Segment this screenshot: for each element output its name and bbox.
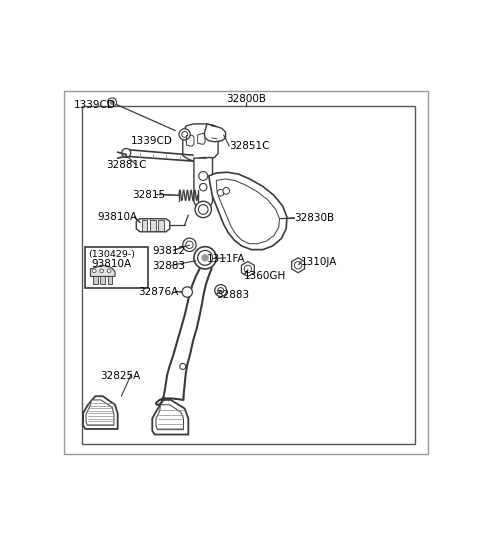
Polygon shape xyxy=(86,400,114,425)
Text: 32800B: 32800B xyxy=(226,93,266,104)
Circle shape xyxy=(223,187,229,194)
Polygon shape xyxy=(136,219,170,232)
Text: 93812: 93812 xyxy=(152,246,185,256)
Text: 93810A: 93810A xyxy=(92,259,132,269)
Bar xyxy=(83,106,415,444)
Circle shape xyxy=(92,269,96,273)
Polygon shape xyxy=(241,261,254,276)
Text: 1360GH: 1360GH xyxy=(244,271,287,281)
Text: 32825A: 32825A xyxy=(100,371,141,381)
Polygon shape xyxy=(209,172,287,249)
Circle shape xyxy=(202,254,208,261)
Text: 32881C: 32881C xyxy=(107,160,147,170)
Text: 32883: 32883 xyxy=(216,290,250,300)
Circle shape xyxy=(194,247,216,269)
Text: 32830B: 32830B xyxy=(294,213,335,222)
Bar xyxy=(158,220,164,231)
Circle shape xyxy=(294,261,302,269)
Polygon shape xyxy=(216,179,279,244)
Circle shape xyxy=(186,241,193,248)
Circle shape xyxy=(218,288,224,294)
Circle shape xyxy=(198,251,213,265)
Polygon shape xyxy=(156,405,183,430)
Circle shape xyxy=(110,100,114,105)
Circle shape xyxy=(217,190,224,196)
Text: 1310JA: 1310JA xyxy=(301,257,337,267)
Circle shape xyxy=(199,172,208,180)
Bar xyxy=(108,276,112,284)
Circle shape xyxy=(195,201,211,218)
Text: 1339CD: 1339CD xyxy=(131,136,172,146)
Circle shape xyxy=(181,131,188,137)
Bar xyxy=(142,220,147,231)
Circle shape xyxy=(182,287,192,297)
Polygon shape xyxy=(198,133,205,144)
Circle shape xyxy=(244,265,252,273)
Polygon shape xyxy=(91,265,115,276)
Polygon shape xyxy=(292,258,304,273)
Text: (130429-): (130429-) xyxy=(88,251,135,259)
Bar xyxy=(100,276,105,284)
Polygon shape xyxy=(152,400,188,435)
Text: 1339CD: 1339CD xyxy=(74,99,116,110)
Circle shape xyxy=(183,238,196,252)
Circle shape xyxy=(200,184,207,191)
Text: 32815: 32815 xyxy=(132,190,166,200)
Circle shape xyxy=(108,98,117,107)
Polygon shape xyxy=(186,135,194,146)
Text: 32883: 32883 xyxy=(152,261,185,271)
Circle shape xyxy=(200,252,214,265)
Circle shape xyxy=(198,205,208,214)
Bar xyxy=(150,220,156,231)
Text: 1311FA: 1311FA xyxy=(207,254,245,264)
Circle shape xyxy=(179,129,190,140)
Bar xyxy=(93,276,97,284)
Bar xyxy=(85,247,148,288)
Text: 32851C: 32851C xyxy=(229,141,270,151)
Text: 32876A: 32876A xyxy=(138,287,179,297)
Polygon shape xyxy=(83,396,118,429)
Circle shape xyxy=(100,269,104,273)
Text: 93810A: 93810A xyxy=(97,212,137,222)
Circle shape xyxy=(215,285,227,296)
Polygon shape xyxy=(194,157,213,207)
Polygon shape xyxy=(204,124,226,142)
Circle shape xyxy=(180,363,186,369)
Polygon shape xyxy=(183,124,218,161)
Circle shape xyxy=(203,255,211,262)
Circle shape xyxy=(122,148,131,157)
Circle shape xyxy=(107,269,111,273)
